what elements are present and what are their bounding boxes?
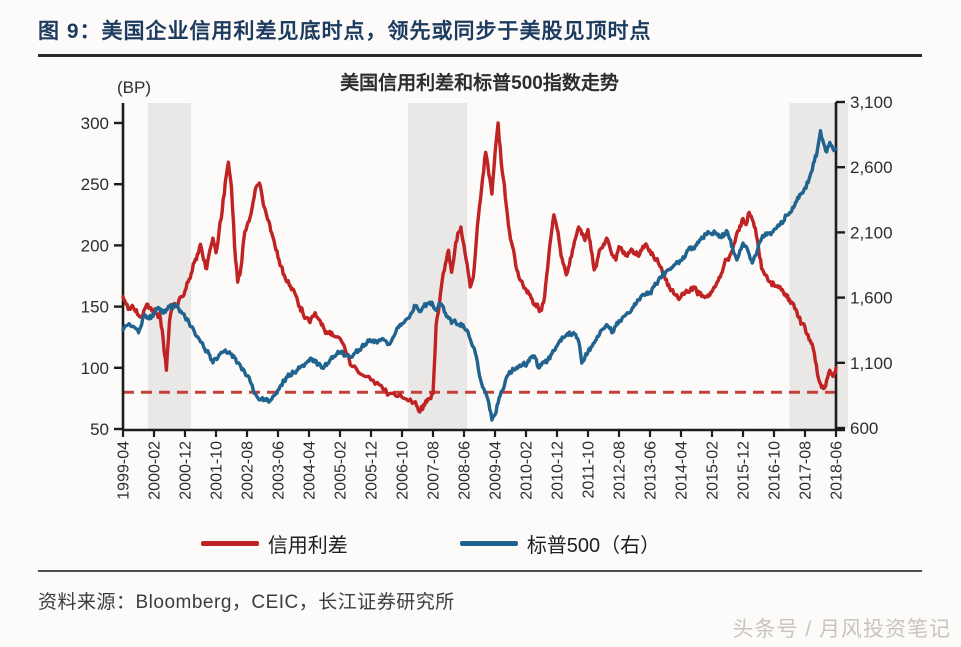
x-tick-label: 2017-08 — [798, 441, 815, 500]
legend-label-credit-spread: 信用利差 — [267, 534, 348, 557]
shaded-band — [147, 103, 192, 429]
x-tick-label: 1999-04 — [116, 441, 133, 500]
credit-spread-line-swatch — [200, 540, 259, 546]
legend-label-sp500: 标普500（右） — [526, 534, 661, 557]
left-axis-unit: (BP) — [117, 78, 151, 97]
x-tick-label: 2000-12 — [178, 441, 195, 500]
x-tick-label: 2010-02 — [519, 441, 536, 500]
sp500-line-swatch — [459, 540, 518, 546]
x-tick-label: 2003-06 — [271, 441, 288, 500]
legend-item-sp500: 标普500（右） — [459, 529, 661, 558]
x-tick-label: 2013-06 — [643, 441, 660, 500]
x-tick-label: 2001-10 — [209, 441, 226, 500]
x-tick-label: 2015-02 — [705, 441, 722, 500]
x-tick-label: 2010-12 — [550, 441, 567, 500]
chart-legend: 信用利差 标普500（右） — [0, 529, 911, 558]
sp500-line — [121, 128, 838, 422]
left-tick-label: 250 — [81, 175, 109, 194]
left-tick-label: 100 — [81, 359, 109, 378]
x-tick-label: 2004-04 — [302, 441, 319, 500]
data-source: 资料来源：Bloomberg，CEIC，长江证券研究所 — [38, 592, 455, 613]
right-tick-label: 600 — [850, 419, 878, 438]
title-divider — [38, 54, 922, 57]
report-title: 图 9：美国企业信用利差见底时点，领先或同步于美股见顶时点 — [38, 20, 652, 43]
watermark: 头条号 / 月风投资笔记 — [732, 618, 951, 641]
left-tick-label: 200 — [81, 236, 109, 255]
right-tick-label: 2,600 — [850, 158, 893, 177]
x-tick-label: 2005-12 — [364, 441, 381, 500]
credit-spread-line — [121, 121, 838, 414]
right-tick-label: 1,600 — [850, 289, 893, 308]
x-tick-label: 2008-06 — [457, 441, 474, 500]
x-tick-label: 2007-08 — [426, 441, 443, 500]
x-tick-label: 2012-08 — [612, 441, 629, 500]
shaded-band — [408, 103, 468, 429]
x-tick-label: 2002-08 — [240, 441, 257, 500]
right-tick-label: 1,100 — [850, 354, 893, 373]
right-tick-label: 2,100 — [850, 223, 893, 242]
left-tick-label: 300 — [81, 114, 109, 133]
x-tick-label: 2018-06 — [829, 441, 846, 500]
x-tick-label: 2000-02 — [147, 441, 164, 500]
x-tick-label: 2014-04 — [674, 441, 691, 500]
x-tick-label: 2016-10 — [767, 441, 784, 500]
footer-divider — [38, 570, 922, 572]
x-tick-label: 2009-04 — [488, 441, 505, 500]
x-tick-label: 2011-10 — [581, 441, 598, 499]
left-tick-label: 150 — [81, 298, 109, 317]
right-tick-label: 3,100 — [850, 93, 893, 112]
x-tick-label: 2015-12 — [736, 441, 753, 500]
legend-item-credit-spread: 信用利差 — [200, 529, 348, 558]
chart-title: 美国信用利差和标普500指数走势 — [340, 71, 619, 94]
x-tick-label: 2006-10 — [395, 441, 412, 500]
x-tick-label: 2005-02 — [333, 441, 350, 500]
left-tick-label: 50 — [90, 420, 109, 439]
